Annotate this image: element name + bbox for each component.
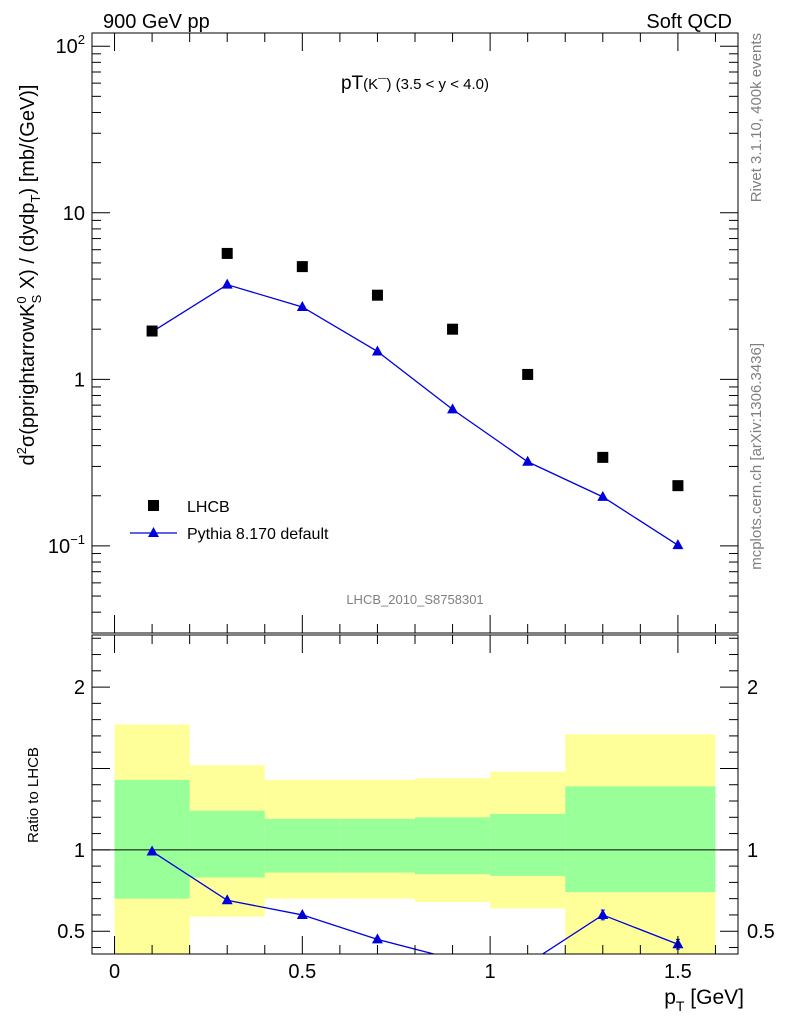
pythia-point — [371, 345, 383, 356]
legend-marker-pythia — [148, 527, 159, 537]
ratio-y-tick-label-right: 1 — [747, 840, 758, 862]
x-tick-label: 1 — [485, 961, 496, 983]
analysis-watermark: LHCB_2010_S8758301 — [346, 592, 483, 607]
y-tick-label: 10−1 — [48, 532, 85, 558]
pythia-point — [597, 490, 609, 501]
lhcb-point — [221, 247, 233, 259]
ratio-y-tick-label-right: 0.5 — [747, 921, 775, 943]
y-tick-label: 1 — [74, 369, 85, 391]
mcplots-label: mcplots.cern.ch [arXiv:1306.3436] — [748, 343, 765, 570]
x-axis-label: pT [GeV] — [664, 986, 744, 1014]
plot-title-sub: (K¯) (3.5 < y < 4.0) — [363, 76, 489, 93]
legend-label-lhcb: LHCB — [187, 499, 230, 516]
y-tick-label-exp: −1 — [70, 532, 85, 547]
y-axis-label: d2σ(pprightarrowK0S X) / (dydpT) [mb/(Ge… — [14, 84, 44, 465]
lhcb-point — [672, 480, 684, 492]
ylabel-sup0: 0 — [14, 296, 29, 303]
lhcb-point — [296, 261, 308, 273]
plot-title-main: pT — [341, 73, 364, 94]
pythia-line — [151, 283, 679, 546]
legend-marker-lhcb — [148, 500, 159, 511]
y-tick-label-base: 10 — [48, 536, 70, 558]
x-tick-label: 0.5 — [288, 961, 316, 983]
xlabel-p: p — [664, 986, 676, 1009]
uncertainty-band-inner — [415, 817, 491, 875]
y-tick-label: 102 — [56, 32, 85, 58]
ratio-point — [296, 908, 308, 919]
ratio-y-tick-label-left: 0.5 — [57, 921, 85, 943]
y-tick-label: 10 — [63, 203, 85, 225]
uncertainty-band-inner — [490, 814, 566, 876]
y-tick-label-base: 10 — [56, 36, 78, 58]
pythia-point — [221, 278, 233, 289]
rivet-version-label: Rivet 3.1.10, 400k events — [748, 33, 765, 202]
lhcb-point — [522, 368, 534, 380]
y-tick-label-exp: 2 — [78, 32, 85, 47]
ylabel-mid: X) / (dydp — [17, 202, 39, 294]
x-tick-label: 0 — [109, 961, 120, 983]
ratio-point — [221, 894, 233, 905]
uncertainty-band-inner — [114, 779, 190, 899]
ratio-point — [371, 933, 383, 944]
lhcb-point — [597, 451, 609, 463]
legend-label-pythia: Pythia 8.170 default — [187, 526, 329, 543]
ratio-y-tick-label-left: 1 — [74, 840, 85, 862]
pythia-point — [672, 539, 684, 550]
ylabel-subT: T — [28, 194, 43, 202]
header-right: Soft QCD — [646, 11, 732, 33]
uncertainty-band-inner — [565, 786, 716, 893]
uncertainty-band-inner — [339, 818, 415, 873]
plot-title: pT(K¯) (3.5 < y < 4.0) — [341, 73, 489, 94]
ylabel-sigma: σ(pprightarrowK — [17, 303, 39, 447]
ratio-point — [146, 845, 158, 856]
ylabel-end: ) [mb/(GeV)] — [17, 84, 39, 194]
ratio-y-axis-label: Ratio to LHCB — [25, 747, 42, 843]
pythia-point — [447, 403, 459, 414]
ratio-point — [522, 958, 533, 968]
ratio-y-tick-label-left: 2 — [74, 677, 85, 699]
ylabel-sup2: 2 — [14, 447, 29, 454]
xlabel-unit: [GeV] — [684, 986, 744, 1009]
legend: LHCB Pythia 8.170 default — [130, 499, 329, 543]
pythia-point — [522, 455, 534, 466]
ylabel-d: d — [17, 454, 39, 465]
top-plot-frame — [91, 32, 739, 634]
pythia-point — [296, 300, 308, 311]
x-tick-label: 1.5 — [664, 961, 692, 983]
ratio-point — [597, 908, 609, 919]
xlabel-sub: T — [676, 998, 685, 1014]
lhcb-point — [371, 289, 383, 301]
uncertainty-band-inner — [189, 810, 265, 878]
header-left: 900 GeV pp — [103, 11, 210, 33]
ylabel-subS: S — [29, 294, 44, 303]
uncertainty-band-inner — [264, 818, 340, 873]
ratio-y-tick-label-right: 2 — [747, 677, 758, 699]
lhcb-point — [447, 323, 459, 335]
lhcb-point — [146, 325, 158, 337]
